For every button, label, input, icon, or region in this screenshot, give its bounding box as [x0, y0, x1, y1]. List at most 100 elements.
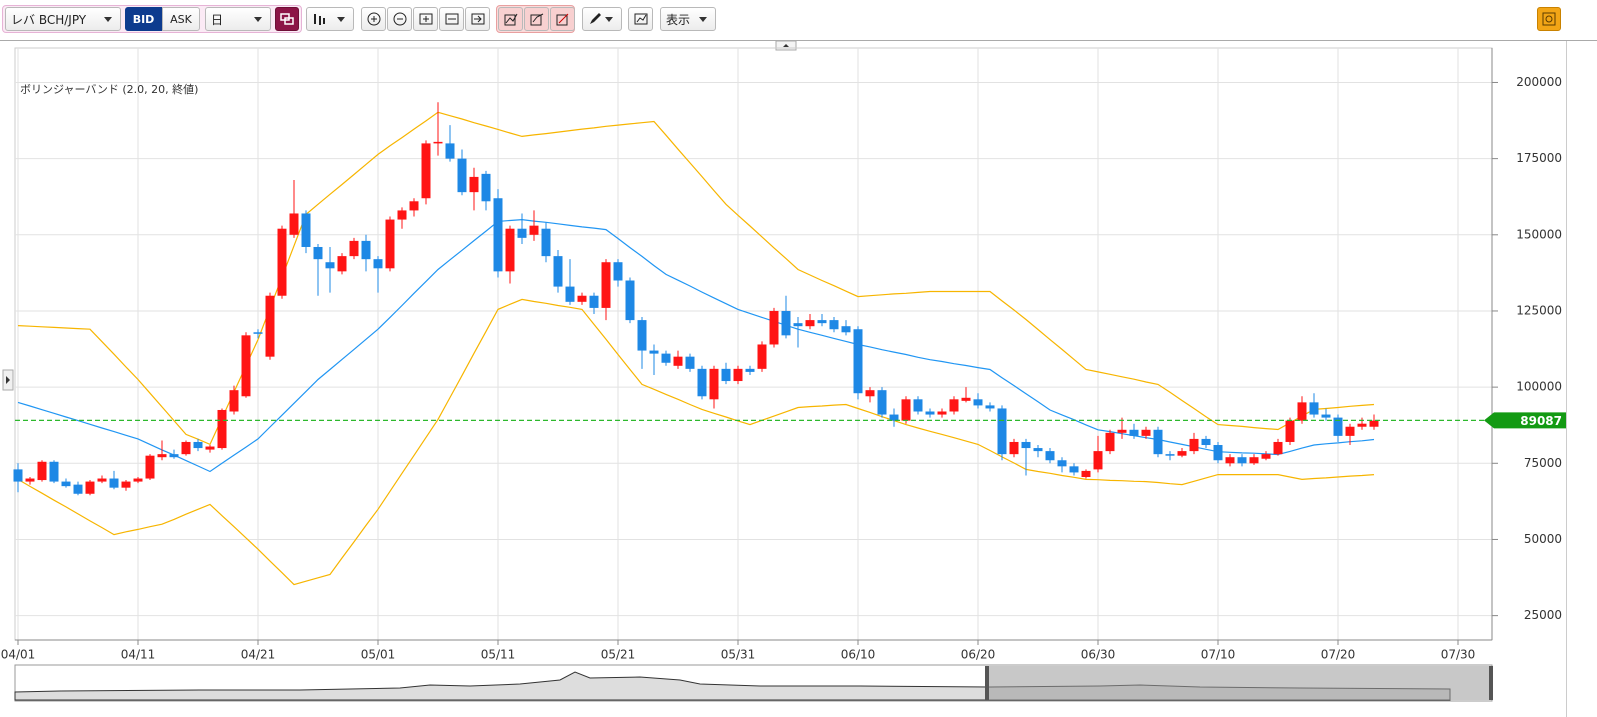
candle-body	[685, 356, 695, 369]
y-tick-label: 200000	[1516, 75, 1562, 89]
circle	[1545, 15, 1553, 23]
view-text: 表示	[666, 12, 691, 27]
candle-body	[469, 176, 479, 193]
candle-body	[889, 414, 899, 421]
candle-body	[1369, 420, 1379, 427]
candle-body	[517, 228, 527, 238]
y-tick-label: 175000	[1516, 151, 1562, 165]
x-tick-label: 04/21	[241, 648, 276, 662]
candle-body	[925, 411, 935, 415]
candle-body	[1165, 454, 1175, 456]
chart-type-select[interactable]	[306, 7, 354, 31]
rect	[634, 13, 647, 25]
indicator-button[interactable]	[628, 7, 653, 31]
rect	[445, 13, 458, 25]
navigator-window[interactable]	[987, 666, 1492, 700]
candle-body	[1261, 454, 1271, 459]
indicator-legend: ボリンジャーバンド (2.0, 20, 終値)	[20, 83, 198, 96]
draw-add-button[interactable]	[498, 7, 523, 31]
candle-body	[169, 454, 179, 458]
candle-body	[793, 323, 803, 327]
ask-button[interactable]: ASK	[162, 7, 200, 31]
band-middle	[17, 218, 1375, 473]
candle-body	[541, 228, 551, 257]
candle-body	[757, 344, 767, 369]
candle-body	[985, 405, 995, 409]
settings-button[interactable]	[1537, 7, 1561, 31]
candle-body	[577, 295, 587, 302]
candle-body	[1177, 451, 1187, 456]
candle-body	[61, 481, 71, 487]
candle-body	[865, 390, 875, 397]
compare-button[interactable]	[275, 7, 299, 31]
width-button[interactable]	[439, 7, 464, 31]
candle-body	[361, 240, 371, 260]
candle-body	[1249, 457, 1259, 464]
candle-body	[733, 368, 743, 382]
draw-delete-icon	[556, 13, 568, 26]
candle-body	[409, 201, 419, 211]
candle-body	[121, 481, 131, 488]
path	[532, 13, 543, 23]
candle-body	[277, 228, 287, 296]
fit-button[interactable]	[413, 7, 438, 31]
period-select[interactable]: 日	[205, 7, 271, 31]
caret	[605, 16, 613, 22]
y-tick-label: 125000	[1516, 303, 1562, 317]
candle-body	[37, 461, 47, 481]
x-tick-label: 05/21	[601, 648, 636, 662]
fit-icon	[419, 13, 432, 25]
symbol-text: レバ BCH/JPY	[11, 12, 87, 27]
path	[590, 13, 601, 24]
candle-body	[1285, 420, 1295, 442]
view-select[interactable]: 表示	[660, 7, 716, 31]
candle-body	[289, 213, 299, 235]
candle-body	[1009, 441, 1019, 455]
circle	[367, 12, 380, 26]
candle-body	[1105, 432, 1115, 452]
pen-select[interactable]	[582, 7, 622, 31]
caret	[254, 16, 262, 22]
rect	[530, 14, 541, 26]
candle-body	[937, 411, 947, 415]
x-tick-label: 07/10	[1201, 648, 1236, 662]
toolbar: レバ BCH/JPY BID ASK 日 表示	[0, 0, 1597, 38]
candle-body	[1045, 451, 1055, 461]
navigator-handle[interactable]	[1489, 666, 1493, 700]
candle-body	[841, 326, 851, 333]
candle-body	[1357, 423, 1367, 427]
navigator-handle[interactable]	[985, 666, 989, 700]
latest-icon	[471, 13, 484, 25]
draw-delete-button[interactable]	[550, 7, 575, 31]
caret	[699, 16, 707, 22]
y-tick-label: 50000	[1524, 532, 1562, 546]
x-tick-label: 05/11	[481, 648, 516, 662]
candle-body	[1021, 441, 1031, 449]
candle-body	[553, 256, 563, 287]
candle-body	[157, 454, 167, 458]
candle-body	[601, 262, 611, 308]
settings-icon	[1542, 12, 1556, 26]
candle-body	[205, 446, 215, 450]
zoom-in-button[interactable]	[361, 7, 386, 31]
path	[505, 13, 517, 24]
bid-button[interactable]: BID	[125, 7, 162, 31]
candle-body	[1321, 414, 1331, 418]
candle-body	[1333, 417, 1343, 436]
candle-body	[949, 399, 959, 412]
zoom-out-button[interactable]	[387, 7, 412, 31]
candle-body	[781, 310, 791, 336]
candle-body	[49, 461, 59, 482]
candle-body	[181, 441, 191, 455]
symbol-select[interactable]: レバ BCH/JPY	[5, 7, 121, 31]
draw-edit-button[interactable]	[524, 7, 549, 31]
latest-button[interactable]	[465, 7, 490, 31]
indicator-icon	[634, 13, 647, 25]
candle-body	[637, 320, 647, 351]
candle-body	[13, 469, 23, 482]
candle-body	[433, 141, 443, 144]
navigator[interactable]	[14, 664, 1493, 702]
rect	[504, 14, 515, 26]
